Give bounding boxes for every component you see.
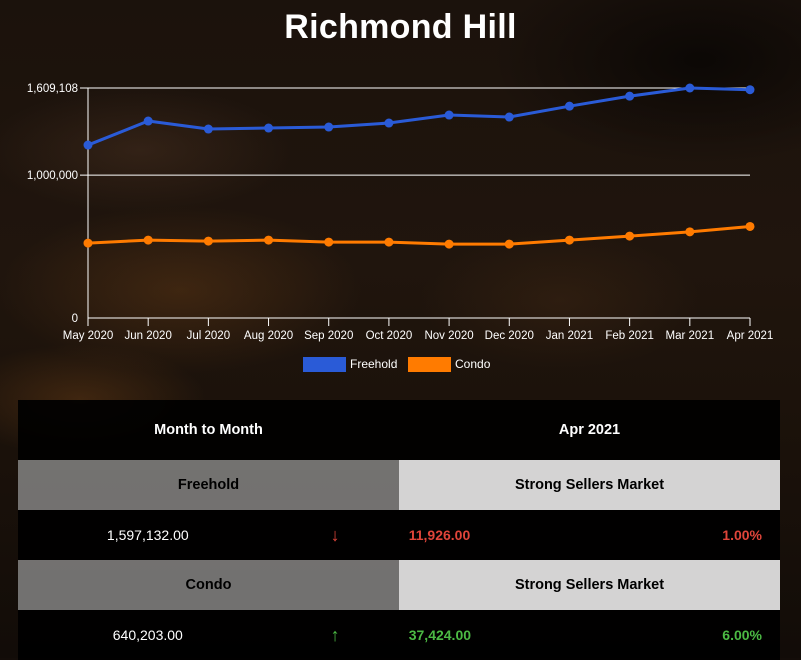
data-point — [625, 231, 635, 241]
data-point — [143, 116, 153, 126]
x-tick-label: Feb 2021 — [605, 330, 654, 342]
freehold-value-row: 1,597,132.00 ↓ 11,926.00 1.00% — [18, 510, 780, 560]
y-tick-label: 1,000,000 — [27, 170, 78, 182]
data-point — [324, 237, 334, 247]
x-tick-label: Dec 2020 — [485, 330, 534, 342]
header-month-to-month: Month to Month — [154, 422, 263, 438]
y-tick-label: 0 — [72, 313, 78, 325]
x-tick-label: Apr 2021 — [727, 330, 774, 342]
freehold-type-row: Freehold Strong Sellers Market — [18, 460, 780, 510]
change-value: 37,424.00 — [408, 627, 472, 643]
data-point — [625, 91, 635, 101]
x-tick-label: Oct 2020 — [366, 330, 413, 342]
market-status: Strong Sellers Market — [399, 560, 780, 610]
data-point — [745, 85, 755, 95]
x-tick-label: May 2020 — [63, 330, 114, 342]
type-label: Freehold — [18, 460, 399, 510]
data-point — [83, 238, 93, 248]
type-label: Condo — [18, 560, 399, 610]
change-percent: 1.00% — [722, 527, 762, 543]
price-value: 1,597,132.00 — [106, 527, 189, 543]
data-point — [685, 227, 695, 237]
data-point — [745, 221, 755, 231]
x-tick-label: Nov 2020 — [424, 330, 473, 342]
line-chart: 0 1,000,000 1,609,108 May 2020 Jun 2020 Jul 2… — [27, 83, 774, 372]
data-point — [384, 118, 394, 128]
data-point — [324, 122, 334, 132]
market-status: Strong Sellers Market — [399, 460, 780, 510]
data-point — [384, 237, 394, 247]
x-tick-label: Aug 2020 — [244, 330, 293, 342]
data-point — [685, 83, 695, 93]
data-point — [444, 110, 454, 120]
series-line-condo — [87, 224, 751, 246]
x-tick-label: Mar 2021 — [666, 330, 715, 342]
condo-value-row: 640,203.00 ↑ 37,424.00 6.00% — [18, 610, 780, 660]
data-point — [504, 112, 514, 122]
change-value: 11,926.00 — [408, 527, 471, 543]
arrow-up-icon: ↑ — [330, 624, 340, 645]
x-tick-label: Sep 2020 — [304, 330, 353, 342]
data-point — [264, 123, 274, 133]
stats-table: Month to Month Apr 2021 Freehold Strong … — [18, 400, 780, 660]
page-title: Richmond Hill — [284, 8, 517, 46]
data-point — [444, 239, 454, 249]
data-point — [564, 101, 574, 111]
x-tick-label: Jan 2021 — [546, 330, 593, 342]
y-tick-label: 1,609,108 — [27, 83, 78, 95]
data-point — [203, 124, 213, 134]
series-line-freehold — [87, 86, 751, 147]
header-period: Apr 2021 — [558, 422, 621, 438]
price-value: 640,203.00 — [112, 627, 183, 643]
data-point — [143, 235, 153, 245]
change-percent: 6.00% — [722, 627, 762, 643]
condo-type-row: Condo Strong Sellers Market — [18, 560, 780, 610]
arrow-down-icon: ↓ — [330, 524, 340, 545]
data-point — [264, 235, 274, 245]
table-header: Month to Month Apr 2021 — [18, 400, 780, 460]
legend-label: Condo — [455, 357, 491, 371]
data-point — [203, 236, 213, 246]
legend-label: Freehold — [350, 357, 397, 371]
x-tick-label: Jul 2020 — [187, 330, 230, 342]
data-point — [564, 235, 574, 245]
legend-swatch-freehold — [303, 357, 346, 372]
data-point — [83, 140, 93, 150]
legend-swatch-condo — [408, 357, 451, 372]
data-point — [504, 239, 514, 249]
x-tick-label: Jun 2020 — [125, 330, 172, 342]
